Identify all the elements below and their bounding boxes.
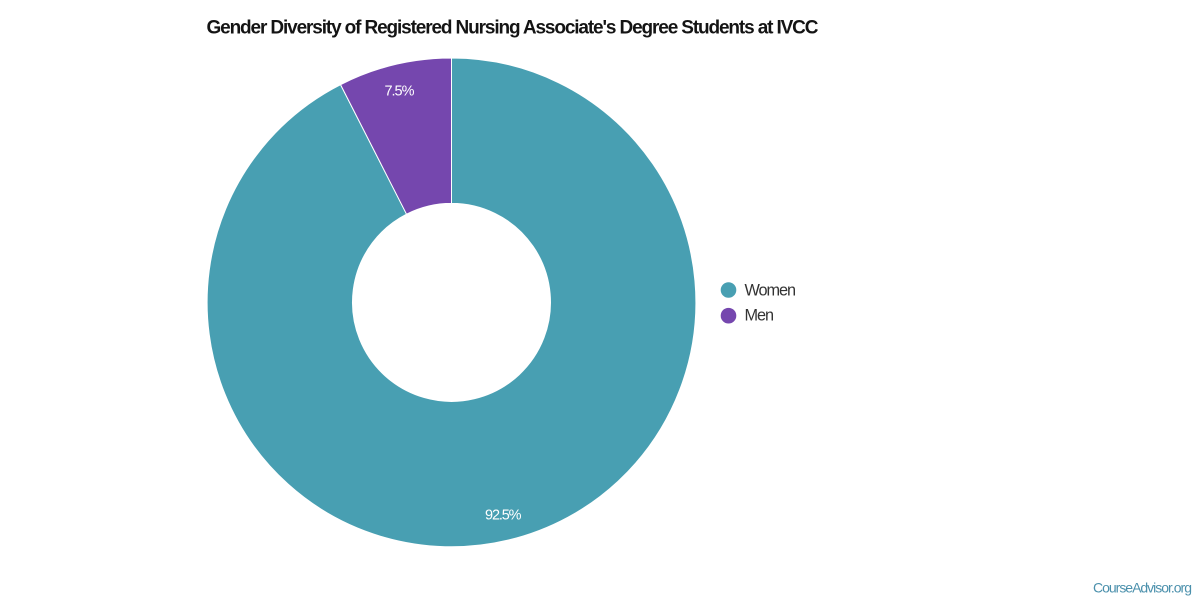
svg-text:Gender Diversity of Registered: Gender Diversity of Registered Nursing A… — [207, 17, 819, 38]
svg-text:92.5%: 92.5% — [485, 508, 522, 524]
svg-text:Men: Men — [745, 307, 775, 325]
svg-text:CourseAdvisor.org: CourseAdvisor.org — [1093, 580, 1192, 596]
svg-text:7.5%: 7.5% — [385, 83, 415, 99]
svg-text:Women: Women — [745, 282, 797, 300]
